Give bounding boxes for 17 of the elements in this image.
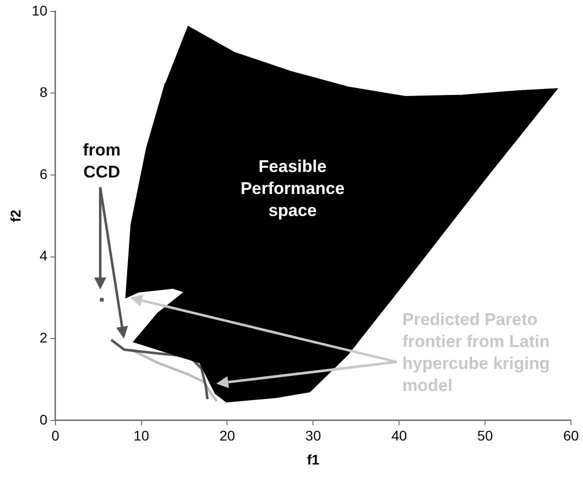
x-tick-label: 30: [305, 428, 322, 444]
x-tick-label: 10: [134, 428, 150, 444]
y-tick-label: 0: [40, 411, 48, 428]
y-axis-title: f2: [7, 209, 24, 222]
y-tick-label: 6: [40, 166, 48, 182]
x-tick-label: 0: [51, 428, 60, 444]
annotation: from CCD: [82, 140, 121, 182]
y-tick-label: 8: [40, 84, 48, 100]
x-tick-label: 50: [477, 428, 494, 444]
x-tick-label: 20: [219, 428, 236, 444]
y-tick-label: 10: [32, 2, 48, 18]
x-tick-label: 60: [563, 428, 579, 444]
x-axis-title: f1: [306, 451, 320, 468]
y-tick-label: 4: [40, 248, 48, 264]
annotation: Feasible Performance space: [240, 156, 345, 220]
y-tick-label: 2: [40, 329, 48, 346]
x-tick-label: 40: [391, 428, 408, 444]
